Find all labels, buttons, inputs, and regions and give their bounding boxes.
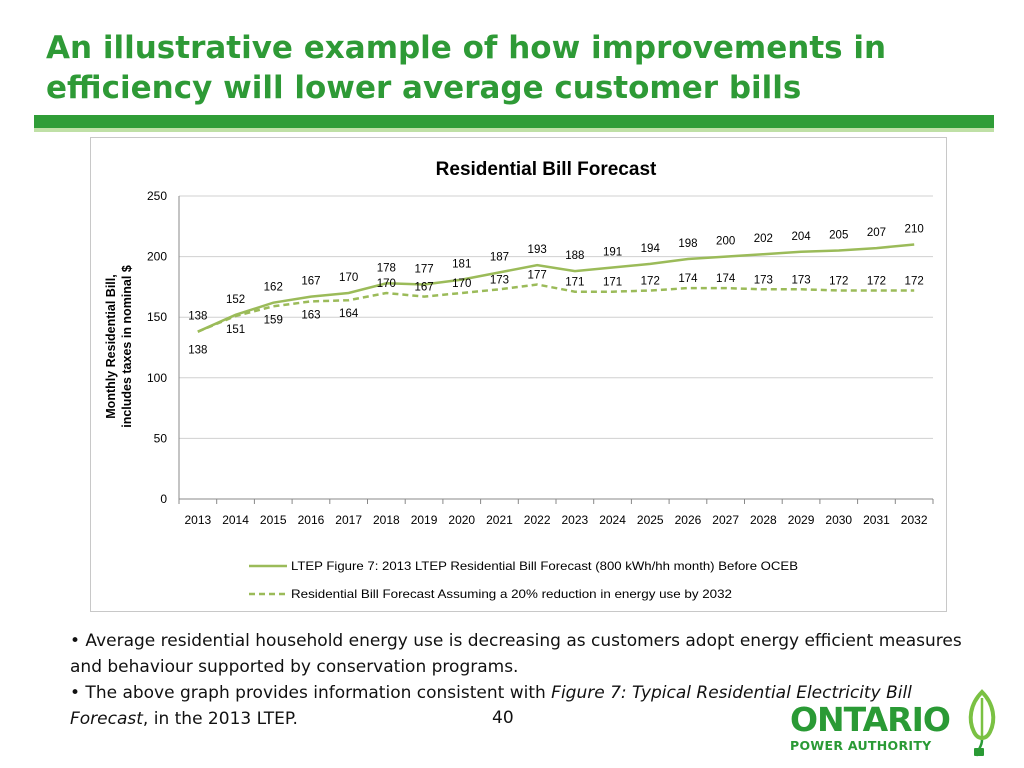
- data-label-ltep: 177: [414, 263, 433, 275]
- y-tick-label: 200: [147, 250, 167, 264]
- x-tick-label: 2019: [411, 513, 438, 527]
- data-label-ltep: 193: [528, 244, 547, 256]
- logo-wordmark-ontario: ONTARIO: [790, 700, 951, 739]
- series-line-ltep-forecast: [197, 243, 915, 333]
- data-label-ltep: 198: [678, 238, 697, 250]
- logo-wordmark-power-authority: POWER AUTHORITY: [790, 738, 932, 753]
- data-label-ltep: 138: [188, 311, 207, 323]
- bullet-1: • Average residential household energy u…: [70, 628, 970, 680]
- title-rule-dark: [34, 115, 994, 128]
- data-label-ltep: 181: [452, 259, 471, 271]
- legend-entry: LTEP Figure 7: 2013 LTEP Residential Bil…: [291, 559, 798, 573]
- title-rule-light: [34, 128, 994, 132]
- data-label-reduced: 174: [716, 273, 736, 285]
- data-label-reduced: 167: [414, 282, 433, 294]
- x-tick-label: 2029: [788, 513, 815, 527]
- x-tick-label: 2030: [825, 513, 852, 527]
- x-tick-label: 2022: [524, 513, 551, 527]
- data-label-ltep: 202: [754, 233, 773, 245]
- y-tick-label: 150: [147, 310, 167, 324]
- data-label-reduced: 174: [678, 273, 698, 285]
- data-label-reduced: 173: [490, 274, 509, 286]
- data-label-reduced: 171: [603, 277, 622, 289]
- x-tick-label: 2028: [750, 513, 777, 527]
- x-tick-label: 2016: [298, 513, 325, 527]
- bullet-1-text: • Average residential household energy u…: [70, 631, 962, 677]
- x-tick-label: 2026: [675, 513, 702, 527]
- slide-title: An illustrative example of how improveme…: [46, 28, 986, 108]
- data-label-reduced: 159: [264, 314, 283, 326]
- x-tick-label: 2023: [561, 513, 588, 527]
- y-tick-label: 50: [154, 431, 168, 445]
- x-tick-label: 2020: [448, 513, 475, 527]
- data-label-reduced: 172: [905, 276, 924, 288]
- data-label-ltep: 207: [867, 227, 886, 239]
- data-label-reduced: 172: [867, 276, 886, 288]
- data-label-reduced: 164: [339, 308, 359, 320]
- data-label-reduced: 173: [754, 274, 773, 286]
- data-label-reduced: 151: [226, 324, 245, 336]
- slide-title-line-1: An illustrative example of how improveme…: [46, 30, 887, 66]
- data-label-ltep: 205: [829, 230, 848, 242]
- page-number: 40: [492, 708, 514, 728]
- chart-title: Residential Bill Forecast: [436, 159, 657, 180]
- chart-frame: Residential Bill Forecast 0 50 100 150 200 250…: [90, 137, 947, 612]
- legend-entry: Residential Bill Forecast Assuming a 20%…: [291, 587, 732, 601]
- y-axis-label-line: Monthly Residential Bill,: [104, 274, 118, 418]
- data-label-reduced: 173: [791, 274, 810, 286]
- data-label-ltep: 204: [791, 231, 811, 243]
- x-tick-label: 2014: [222, 513, 249, 527]
- y-tick-label: 0: [160, 492, 167, 506]
- data-label-reduced: 170: [377, 278, 396, 290]
- x-tick-label: 2025: [637, 513, 664, 527]
- x-tick-label: 2017: [335, 513, 362, 527]
- x-tick-label: 2015: [260, 513, 287, 527]
- data-label-reduced: 138: [188, 345, 207, 357]
- x-tick-label: 2021: [486, 513, 513, 527]
- x-tick-label: 2024: [599, 513, 626, 527]
- data-label-reduced: 177: [528, 269, 547, 281]
- slide-title-line-2: efficiency will lower average customer b…: [46, 70, 802, 106]
- bullet-list: • Average residential household energy u…: [70, 628, 970, 732]
- x-tick-label: 2013: [184, 513, 211, 527]
- x-tick-label: 2018: [373, 513, 400, 527]
- data-label-ltep: 167: [301, 276, 320, 288]
- data-label-ltep: 152: [226, 294, 245, 306]
- data-label-ltep: 200: [716, 236, 735, 248]
- series-line-reduced-use-forecast: [197, 283, 915, 333]
- x-tick-label: 2032: [901, 513, 928, 527]
- leaf-plug-icon: [968, 689, 996, 757]
- data-label-ltep: 162: [264, 282, 283, 294]
- y-axis-label: Monthly Residential Bill, includes taxes …: [104, 265, 134, 428]
- data-label-reduced: 171: [565, 277, 584, 289]
- y-tick-label: 100: [147, 371, 167, 385]
- y-tick-label: 250: [147, 189, 167, 203]
- bullet-2-text: • The above graph provides information c…: [70, 683, 552, 703]
- data-label-ltep: 170: [339, 272, 358, 284]
- data-label-ltep: 178: [377, 262, 396, 274]
- data-label-ltep: 191: [603, 247, 622, 259]
- data-label-ltep: 187: [490, 251, 509, 263]
- data-label-ltep: 210: [905, 223, 924, 235]
- x-tick-label: 2031: [863, 513, 890, 527]
- data-label-reduced: 172: [641, 276, 660, 288]
- data-label-reduced: 172: [829, 276, 848, 288]
- data-label-reduced: 170: [452, 278, 471, 290]
- y-axis-label-line: includes taxes in nominal $: [120, 265, 134, 428]
- data-label-reduced: 163: [301, 309, 320, 321]
- bullet-2: • The above graph provides information c…: [70, 680, 970, 732]
- bill-forecast-chart: Residential Bill Forecast 0 50 100 150 200 250…: [104, 159, 934, 601]
- ontario-power-authority-logo: ONTARIO POWER AUTHORITY: [784, 686, 1006, 764]
- bullet-2-suffix: , in the 2013 LTEP.: [142, 709, 298, 729]
- data-label-ltep: 194: [641, 243, 661, 255]
- bullet-2-figure-reference: Figure 7: Typical Residential Electricit…: [70, 683, 912, 729]
- data-label-ltep: 188: [565, 250, 584, 262]
- x-tick-label: 2027: [712, 513, 739, 527]
